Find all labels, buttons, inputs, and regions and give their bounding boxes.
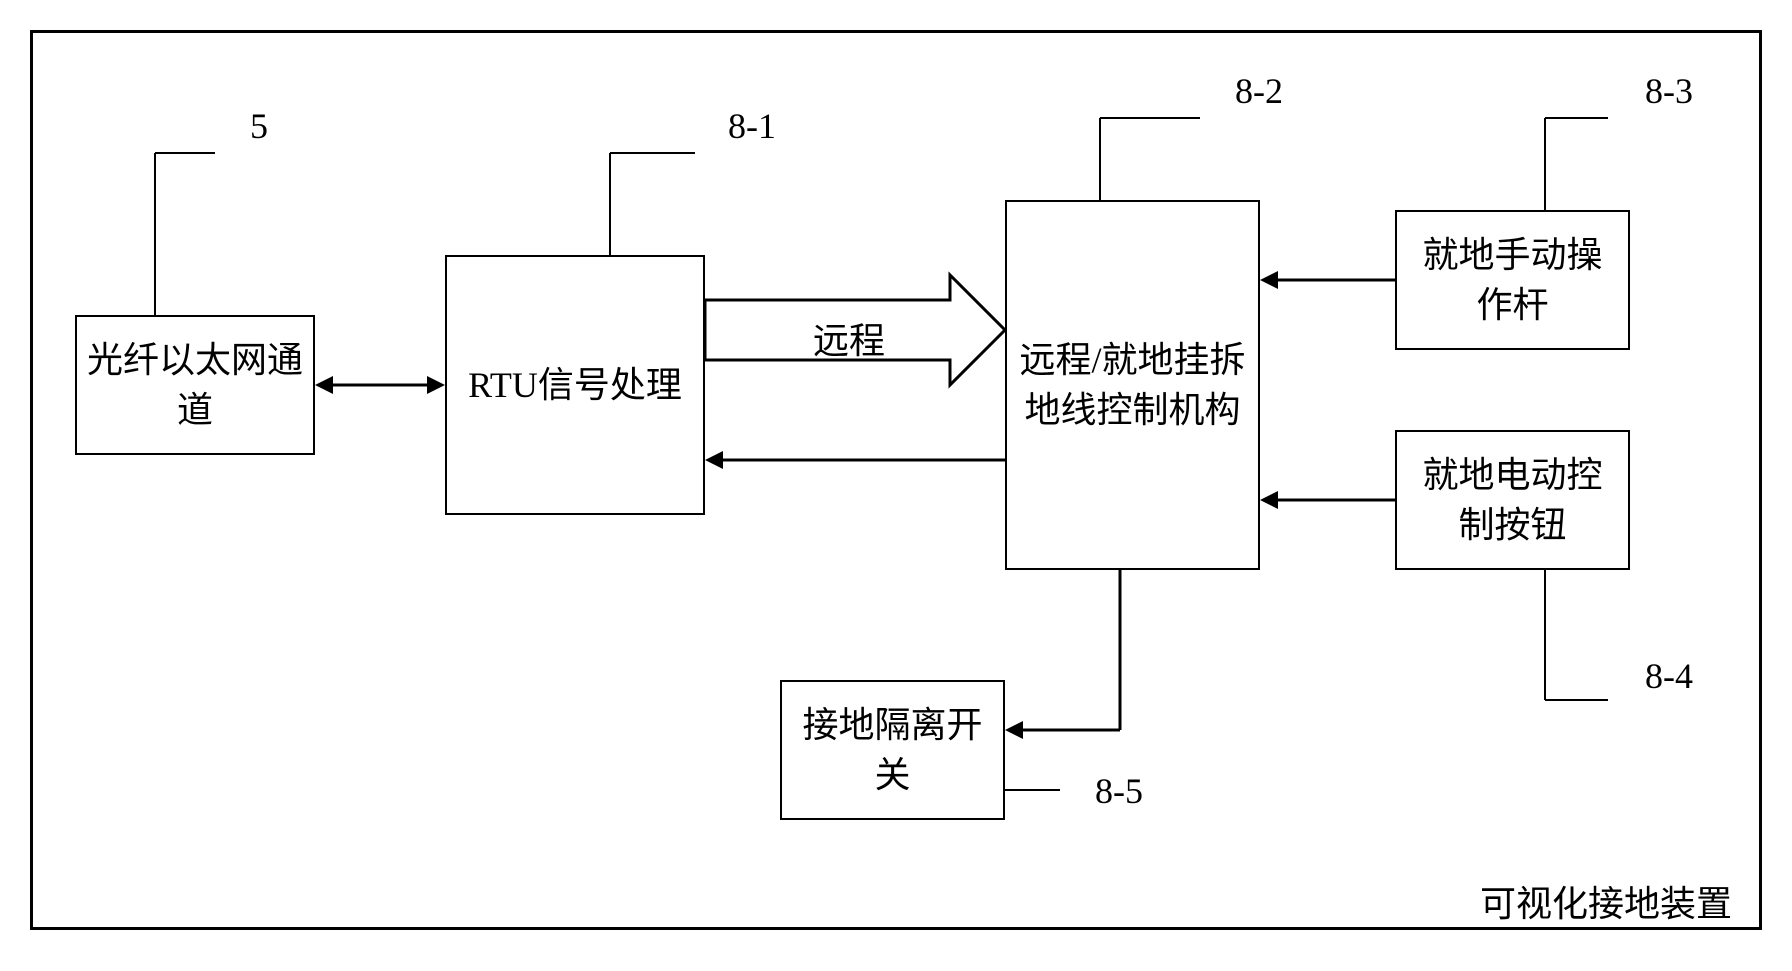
arrows-overlay [0,0,1792,971]
